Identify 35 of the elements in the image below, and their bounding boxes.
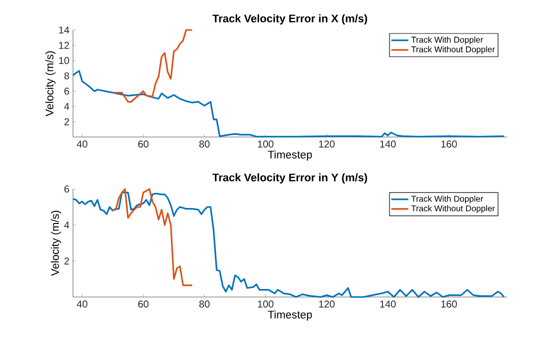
y-tick-label: 6 [64,88,70,95]
x-tick-label: 40 [76,300,88,308]
y-tick-label: 2 [64,118,69,126]
x-tick-label: 80 [199,140,210,148]
x-tick-label: 160 [441,140,457,148]
x-tick-label: 120 [319,140,335,148]
x-tick-label: 60 [138,300,148,308]
line-series [112,29,193,103]
y-tick-label: 4 [64,222,70,228]
legend-label: Track With Doppler [411,196,484,204]
legend-label: Track Without Doppler [411,205,495,214]
x-axis-title: Timestep [268,150,312,161]
x-tick-label: 140 [380,140,396,148]
x-tick-label: 160 [441,300,457,308]
y-tick-label: 4 [64,102,70,110]
x-tick-label: 60 [138,140,148,148]
x-tick-label: 100 [258,140,274,148]
x-tick-label: 140 [380,300,396,308]
y-axis-title: Velocity (m/s) [50,210,62,276]
y-tick-label: 2 [64,258,69,264]
x-tick-label: 100 [258,300,274,308]
chart-title: Track Velocity Error in Y (m/s) [212,173,368,184]
legend-label: Track With Doppler [411,36,484,44]
chart-title: Track Velocity Error in X (m/s) [212,14,368,24]
y-tick-label: 14 [59,26,70,34]
x-tick-label: 120 [319,300,335,308]
y-tick-label: 10 [59,57,70,64]
x-tick-label: 40 [76,140,88,148]
y-tick-label: 6 [64,185,70,193]
legend-label: Track Without Doppler [411,46,495,54]
x-axis-title: Timestep [268,310,312,321]
x-tick-label: 80 [199,300,210,308]
y-axis-title: Velocity (m/s) [45,51,56,116]
y-tick-label: 12 [59,42,69,49]
y-tick-label: 8 [64,72,70,80]
